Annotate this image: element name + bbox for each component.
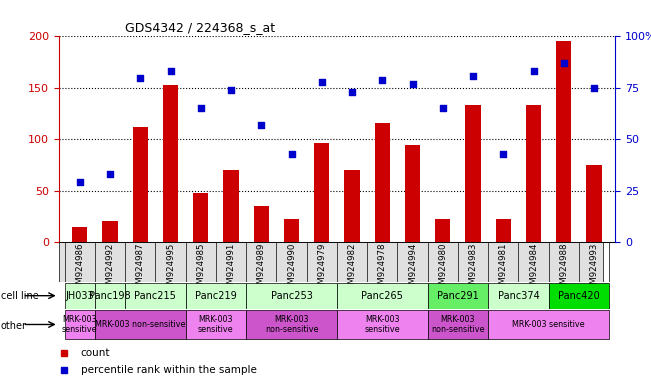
FancyBboxPatch shape — [186, 310, 246, 339]
Text: GSM924991: GSM924991 — [227, 243, 236, 295]
FancyBboxPatch shape — [186, 283, 246, 309]
Bar — [223, 170, 238, 242]
FancyBboxPatch shape — [246, 283, 337, 309]
Point — [559, 60, 569, 66]
Text: GSM924990: GSM924990 — [287, 243, 296, 295]
Point — [135, 74, 145, 81]
Text: MRK-003 sensitive: MRK-003 sensitive — [512, 320, 585, 329]
Text: other: other — [1, 321, 27, 331]
FancyBboxPatch shape — [337, 283, 428, 309]
Bar — [254, 206, 269, 242]
Bar — [314, 143, 329, 242]
Text: count: count — [81, 348, 111, 358]
Text: GSM924978: GSM924978 — [378, 243, 387, 295]
Bar — [587, 165, 602, 242]
FancyBboxPatch shape — [488, 310, 609, 339]
Text: JH033: JH033 — [66, 291, 94, 301]
FancyBboxPatch shape — [64, 283, 95, 309]
Bar — [556, 41, 572, 242]
Bar — [344, 170, 359, 242]
FancyBboxPatch shape — [428, 283, 488, 309]
Text: Panc420: Panc420 — [558, 291, 600, 301]
Point — [498, 151, 508, 157]
Bar — [72, 227, 87, 242]
Bar — [436, 219, 450, 242]
FancyBboxPatch shape — [59, 242, 603, 282]
Point — [195, 105, 206, 111]
Point — [377, 76, 387, 83]
Text: MRK-003
sensitive: MRK-003 sensitive — [62, 315, 98, 334]
Text: GSM924987: GSM924987 — [136, 243, 145, 295]
Text: GSM924986: GSM924986 — [76, 243, 84, 295]
Point — [286, 151, 297, 157]
FancyBboxPatch shape — [246, 310, 337, 339]
Text: MRK-003 non-sensitive: MRK-003 non-sensitive — [95, 320, 186, 329]
Text: Panc198: Panc198 — [89, 291, 131, 301]
Bar — [526, 105, 541, 242]
Text: GSM924980: GSM924980 — [438, 243, 447, 295]
Point — [529, 68, 539, 74]
Text: Panc291: Panc291 — [437, 291, 478, 301]
Bar — [375, 123, 390, 242]
FancyBboxPatch shape — [549, 283, 609, 309]
Text: GSM924981: GSM924981 — [499, 243, 508, 295]
Text: GSM924995: GSM924995 — [166, 243, 175, 295]
FancyBboxPatch shape — [64, 310, 95, 339]
Bar — [102, 222, 118, 242]
FancyBboxPatch shape — [337, 310, 428, 339]
Text: Panc265: Panc265 — [361, 291, 403, 301]
Bar — [163, 85, 178, 242]
Text: GSM924984: GSM924984 — [529, 243, 538, 295]
Text: Panc253: Panc253 — [271, 291, 312, 301]
Text: GSM924983: GSM924983 — [469, 243, 478, 295]
Bar — [495, 219, 511, 242]
Text: GSM924985: GSM924985 — [196, 243, 205, 295]
Bar — [133, 127, 148, 242]
Point — [437, 105, 448, 111]
Text: Panc374: Panc374 — [497, 291, 539, 301]
Text: percentile rank within the sample: percentile rank within the sample — [81, 365, 256, 375]
FancyBboxPatch shape — [95, 310, 186, 339]
Text: MRK-003
sensitive: MRK-003 sensitive — [365, 315, 400, 334]
Text: Panc215: Panc215 — [135, 291, 176, 301]
Bar — [405, 146, 420, 242]
Point — [256, 122, 266, 128]
Text: GDS4342 / 224368_s_at: GDS4342 / 224368_s_at — [126, 21, 275, 34]
Text: MRK-003
non-sensitive: MRK-003 non-sensitive — [265, 315, 318, 334]
Point — [408, 81, 418, 87]
Text: MRK-003
non-sensitive: MRK-003 non-sensitive — [431, 315, 484, 334]
Text: cell line: cell line — [1, 291, 38, 301]
Point — [589, 85, 599, 91]
Text: GSM924992: GSM924992 — [105, 243, 115, 295]
Point — [347, 89, 357, 95]
Bar — [284, 219, 299, 242]
FancyBboxPatch shape — [95, 283, 125, 309]
Text: GSM924989: GSM924989 — [256, 243, 266, 295]
Point — [316, 79, 327, 85]
Point — [165, 68, 176, 74]
FancyBboxPatch shape — [428, 310, 488, 339]
Point — [75, 179, 85, 185]
Text: GSM924993: GSM924993 — [590, 243, 598, 295]
Text: MRK-003
sensitive: MRK-003 sensitive — [198, 315, 234, 334]
FancyBboxPatch shape — [488, 283, 549, 309]
Text: GSM924988: GSM924988 — [559, 243, 568, 295]
Bar — [465, 105, 480, 242]
Text: GSM924994: GSM924994 — [408, 243, 417, 295]
Point — [468, 73, 478, 79]
Text: Panc219: Panc219 — [195, 291, 237, 301]
Point — [105, 171, 115, 177]
Point — [226, 87, 236, 93]
Text: GSM924979: GSM924979 — [317, 243, 326, 295]
Bar — [193, 193, 208, 242]
FancyBboxPatch shape — [125, 283, 186, 309]
Text: GSM924982: GSM924982 — [348, 243, 357, 295]
